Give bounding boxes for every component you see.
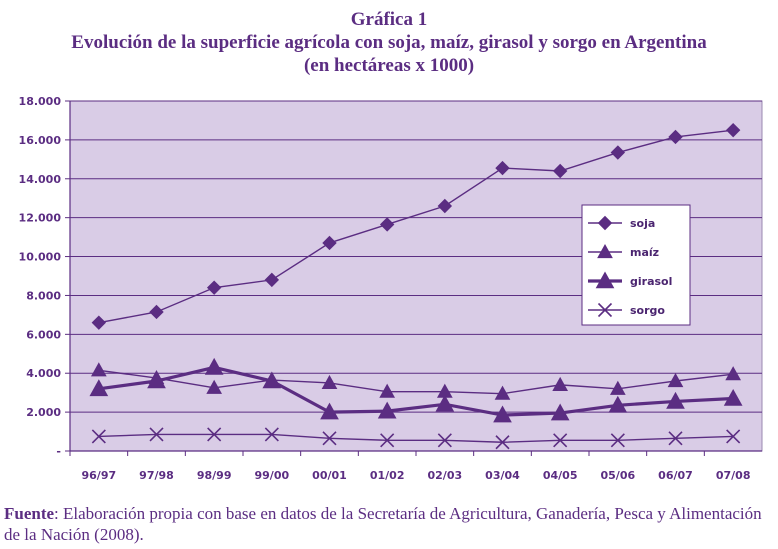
y-tick-label: 4.000 <box>26 367 61 380</box>
series-line <box>98 129 734 324</box>
point <box>379 383 396 398</box>
point <box>206 280 222 295</box>
point <box>597 302 613 318</box>
point <box>207 427 222 442</box>
point <box>610 145 626 160</box>
legend-label: sorgo <box>630 304 665 317</box>
point <box>147 371 166 389</box>
series-group <box>89 122 743 450</box>
point <box>552 163 568 179</box>
point <box>725 366 742 381</box>
source-note: Fuente: Elaboración propia con base en d… <box>4 503 774 545</box>
x-tick-label: 97/98 <box>139 469 174 482</box>
point <box>553 433 568 448</box>
x-tick-label: 05/06 <box>601 469 636 482</box>
y-tick-label: 14.000 <box>19 173 62 186</box>
point <box>206 379 223 394</box>
legend-label: soja <box>630 217 655 230</box>
y-tick-label: 8.000 <box>26 289 61 302</box>
legend-label: girasol <box>630 275 672 288</box>
point <box>89 379 109 397</box>
point <box>610 433 625 448</box>
chart-subtitle: Evolución de la superficie agrícola con … <box>71 32 707 53</box>
point <box>90 362 107 377</box>
point <box>149 304 164 320</box>
point <box>321 374 338 390</box>
series-line <box>98 365 734 417</box>
y-tick-label: 16.000 <box>19 134 62 147</box>
series-girasol <box>89 357 743 423</box>
line-chart: - 2.000 4.000 6.000 8.000 10.000 12.000 14.000 1… <box>19 95 763 482</box>
axes <box>69 101 762 456</box>
x-tick-label: 98/99 <box>197 469 232 482</box>
point <box>91 315 107 330</box>
source-label: Fuente <box>4 504 55 523</box>
point <box>322 431 337 446</box>
point <box>668 431 683 446</box>
x-tick-label: 03/04 <box>485 469 520 482</box>
point <box>608 395 628 413</box>
point <box>597 243 613 259</box>
y-tick-labels: - 2.000 4.000 6.000 8.000 10.000 12.000 14.000 1… <box>19 95 62 458</box>
point <box>264 427 279 442</box>
point <box>377 401 397 419</box>
point <box>726 429 741 444</box>
point <box>149 427 164 442</box>
point <box>666 391 685 409</box>
series-line <box>98 433 734 443</box>
chart-title: Gráfica 1 <box>350 9 428 30</box>
point <box>597 215 613 231</box>
x-tick-label: 06/07 <box>658 469 693 482</box>
source-text: : Elaboración propia con base en datos d… <box>4 504 762 544</box>
point <box>379 217 395 232</box>
point <box>595 271 615 289</box>
x-tick-label: 01/02 <box>370 469 405 482</box>
x-tick-label: 96/97 <box>82 469 117 482</box>
point <box>494 385 511 400</box>
point <box>723 388 743 406</box>
point <box>91 429 106 444</box>
series-sorgo <box>91 427 741 450</box>
y-tick-label: 18.000 <box>19 95 62 108</box>
chart-titles: Gráfica 1 Evolución de la superficie agr… <box>0 8 778 77</box>
x-tick-label: 00/01 <box>312 469 347 482</box>
x-tick-labels: 96/97 97/98 98/99 99/00 00/01 01/02 02/03 03/04… <box>82 469 751 482</box>
point <box>435 394 455 412</box>
point <box>609 380 626 395</box>
point <box>262 371 282 389</box>
point <box>668 129 683 145</box>
point <box>550 403 570 421</box>
point <box>264 272 280 288</box>
y-tick-label: - <box>56 445 61 458</box>
point <box>552 376 569 391</box>
point <box>667 372 684 388</box>
point <box>437 433 452 448</box>
legend-label: maíz <box>630 246 659 259</box>
y-tick-label: 12.000 <box>19 212 62 225</box>
point <box>204 357 224 375</box>
point <box>322 235 337 251</box>
y-tick-label: 6.000 <box>26 328 61 341</box>
point <box>495 435 510 450</box>
point <box>495 160 510 176</box>
point <box>493 405 512 423</box>
x-tick-label: 04/05 <box>543 469 578 482</box>
point <box>725 122 741 138</box>
chart-subtitle-units: (en hectáreas x 1000) <box>303 55 475 76</box>
series-soja <box>91 122 741 330</box>
point <box>380 433 395 448</box>
point <box>437 198 453 214</box>
y-tick-label: 2.000 <box>26 406 61 419</box>
x-tick-label: 99/00 <box>255 469 290 482</box>
y-tick-label: 10.000 <box>19 251 62 264</box>
x-tick-label: 02/03 <box>428 469 463 482</box>
legend: soja maíz girasol sorgo <box>581 204 691 326</box>
series-line <box>98 369 734 395</box>
x-tick-label: 07/08 <box>716 469 751 482</box>
point <box>320 402 339 420</box>
